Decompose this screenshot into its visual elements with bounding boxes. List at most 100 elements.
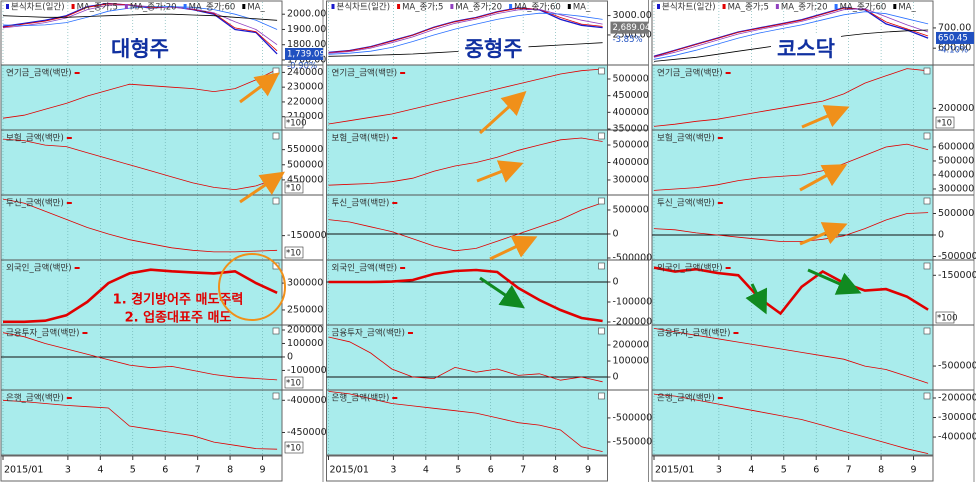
legend-label: MA_종가;5 — [728, 3, 769, 13]
y-tick-label: 0 — [287, 351, 293, 362]
x-tick-label: 5 — [130, 465, 136, 476]
panel-close — [272, 392, 280, 400]
y-tick-label: 600.00 — [938, 43, 971, 54]
flow-line — [328, 137, 603, 186]
title-dash — [74, 267, 80, 269]
title-dash — [66, 137, 72, 139]
arrow — [476, 160, 524, 183]
flow-line — [653, 393, 929, 454]
price-line — [653, 11, 929, 60]
x-tick-label: 8 — [878, 465, 884, 476]
legend-label: MA_ — [898, 3, 916, 13]
x-tick-label: 2015/01 — [4, 465, 43, 476]
legend-label: MA_종가;60 — [840, 3, 887, 13]
note: 1. 경기방어주 매도주력 — [113, 292, 244, 308]
panel-title: 외국인_금액(백만) — [6, 263, 72, 274]
y-tick-label: 0 — [613, 277, 619, 288]
legend-label: 본식차트(일간) — [11, 2, 65, 13]
title-dash — [717, 137, 723, 139]
legend-label: MA_종가;60 — [514, 3, 561, 13]
panel-title: 외국인_금액(백만) — [657, 263, 723, 274]
last-price: 2,689.04 — [613, 23, 651, 33]
last-price: 1,739.09 — [287, 50, 325, 60]
panel-close — [598, 392, 605, 400]
y-tick-label: 350000 — [613, 124, 649, 135]
flow-line — [328, 202, 603, 252]
highlight-circle — [218, 253, 286, 321]
x-tick-label: 5 — [455, 465, 461, 476]
panel-title: 연기금_금액(백만) — [332, 68, 398, 79]
legend-swatch — [183, 4, 187, 9]
y-tick-label: 3000.00 — [613, 10, 652, 21]
y-tick-label: -500000 — [938, 361, 976, 372]
legend-swatch — [722, 4, 726, 9]
column-title-bg — [771, 35, 841, 63]
y-tick-label: 210000 — [287, 111, 323, 122]
panel-title: 보험_금액(백만) — [6, 133, 64, 144]
x-tick-label: 2015/01 — [330, 465, 369, 476]
panel-close — [923, 262, 931, 270]
panel-title: 보험_금액(백만) — [332, 133, 390, 144]
y-tick-label: -2000000 — [613, 317, 659, 328]
x-tick-label: 6 — [488, 465, 494, 476]
flow-line — [653, 212, 929, 242]
flow-line — [653, 68, 929, 127]
column-title-bg — [105, 35, 175, 63]
arrow — [489, 235, 538, 261]
flow-line — [2, 69, 278, 119]
y-tick-label: 500000 — [287, 159, 323, 170]
column-title: 중형주 — [465, 37, 523, 61]
panel-close — [923, 132, 931, 140]
flow-line — [2, 399, 278, 450]
flow-line — [3, 268, 278, 324]
arrow — [479, 276, 525, 309]
multiplier: *100 — [286, 119, 306, 129]
legend-label: MA_종가;20 — [455, 3, 502, 13]
x-tick-label: 8 — [553, 465, 559, 476]
legend-swatch — [242, 4, 246, 9]
flow-line — [328, 336, 603, 383]
y-tick-label: 400000 — [613, 107, 649, 118]
x-tick-label: 3 — [716, 465, 722, 476]
multiplier-box — [284, 376, 304, 389]
arrow — [239, 171, 285, 204]
x-tick-label: 9 — [260, 465, 266, 476]
y-tick-label: 450000 — [613, 90, 649, 101]
y-tick-label: 600000 — [938, 141, 974, 152]
panel-close — [272, 67, 280, 75]
title-dash — [392, 137, 398, 139]
multiplier-box — [284, 246, 304, 259]
title-dash — [733, 332, 739, 334]
x-axis-bg — [651, 455, 934, 482]
legend-label: MA_종가;20 — [130, 3, 177, 13]
panel-close — [598, 327, 605, 335]
last-price-box — [285, 48, 323, 61]
panel-close — [923, 197, 931, 205]
column-title: 대형주 — [111, 37, 169, 61]
x-tick-label: 4 — [423, 465, 429, 476]
x-tick-label: 8 — [227, 465, 233, 476]
y-tick-label: -1500000 — [287, 230, 333, 241]
x-axis-bg — [0, 455, 283, 482]
price-line — [2, 13, 278, 21]
y-tick-label: 400000 — [613, 157, 649, 168]
y-tick-label: -1000000 — [613, 297, 659, 308]
arrow — [807, 268, 862, 295]
legend-label: 본식차트(일간) — [337, 2, 391, 13]
panel-close — [923, 392, 931, 400]
change-label: -0.90% — [287, 62, 317, 72]
legend-swatch — [397, 4, 401, 9]
panel-close — [923, 327, 931, 335]
legend-label: MA_종가;5 — [402, 3, 443, 13]
y-tick-label: 1900.00 — [287, 24, 326, 35]
legend-label: MA_종가;20 — [781, 3, 828, 13]
panel-close — [923, 67, 931, 75]
column-title: 코스닥 — [777, 37, 835, 61]
legend-label: MA_종가;5 — [77, 3, 118, 13]
x-tick-label: 5 — [781, 465, 787, 476]
panel-title: 투신_금액(백만) — [332, 198, 390, 209]
panel-close — [598, 132, 605, 140]
title-dash — [392, 202, 398, 204]
x-tick-label: 9 — [911, 465, 917, 476]
